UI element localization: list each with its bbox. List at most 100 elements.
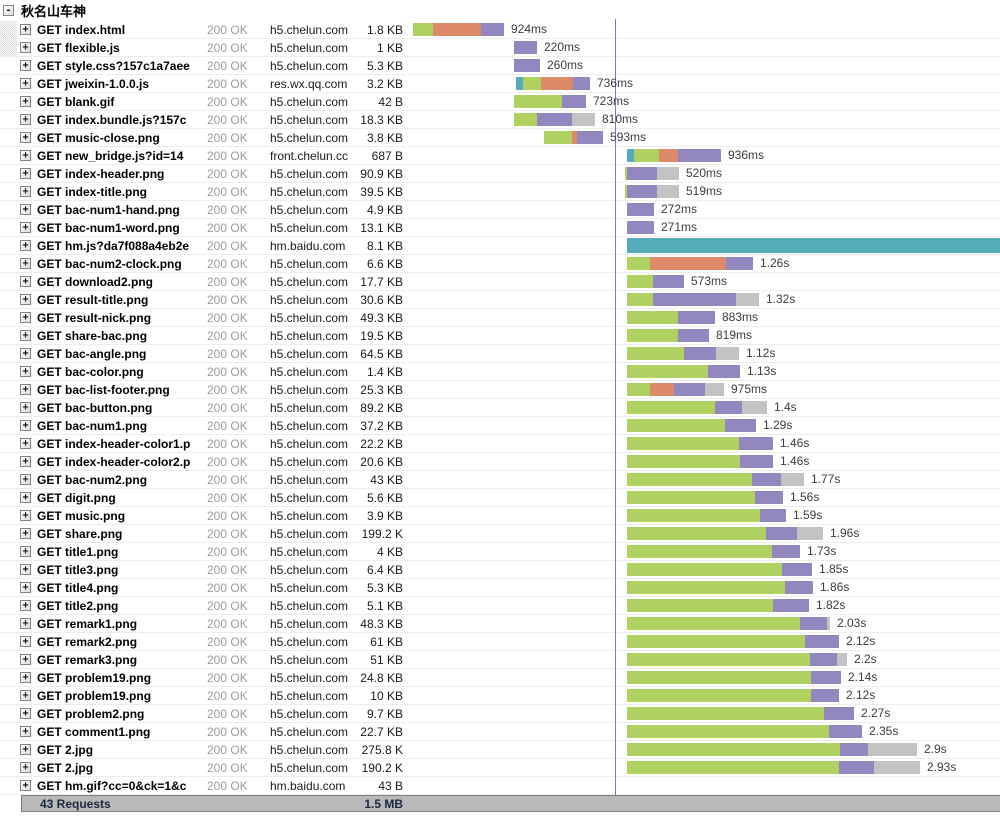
table-row[interactable]: + GET problem19.png 200 OK h5.chelun.com… bbox=[0, 687, 1000, 705]
expand-icon[interactable]: + bbox=[20, 618, 31, 629]
table-row[interactable]: + GET index-title.png 200 OK h5.chelun.c… bbox=[0, 183, 1000, 201]
table-row[interactable]: + GET index-header-color1.p 200 OK h5.ch… bbox=[0, 435, 1000, 453]
waterfall-bar[interactable] bbox=[516, 77, 590, 90]
waterfall-bar[interactable] bbox=[627, 257, 753, 270]
table-row[interactable]: + GET result-title.png 200 OK h5.chelun.… bbox=[0, 291, 1000, 309]
expand-icon[interactable]: + bbox=[20, 672, 31, 683]
table-row[interactable]: + GET download2.png 200 OK h5.chelun.com… bbox=[0, 273, 1000, 291]
table-row[interactable]: + GET digit.png 200 OK h5.chelun.com 5.6… bbox=[0, 489, 1000, 507]
waterfall-bar[interactable] bbox=[627, 383, 724, 396]
table-row[interactable]: + GET style.css?157c1a7aee 200 OK h5.che… bbox=[0, 57, 1000, 75]
waterfall-bar[interactable] bbox=[627, 491, 783, 504]
table-row[interactable]: + GET remark3.png 200 OK h5.chelun.com 5… bbox=[0, 651, 1000, 669]
expand-icon[interactable]: + bbox=[20, 528, 31, 539]
table-row[interactable]: + GET title1.png 200 OK h5.chelun.com 4 … bbox=[0, 543, 1000, 561]
expand-icon[interactable]: + bbox=[20, 222, 31, 233]
waterfall-bar[interactable] bbox=[627, 707, 854, 720]
expand-icon[interactable]: + bbox=[20, 96, 31, 107]
table-row[interactable]: + GET title3.png 200 OK h5.chelun.com 6.… bbox=[0, 561, 1000, 579]
waterfall-bar[interactable] bbox=[627, 509, 786, 522]
table-row[interactable]: + GET index.bundle.js?157c 200 OK h5.che… bbox=[0, 111, 1000, 129]
table-row[interactable]: + GET bac-num1-hand.png 200 OK h5.chelun… bbox=[0, 201, 1000, 219]
expand-icon[interactable]: + bbox=[20, 420, 31, 431]
expand-icon[interactable]: + bbox=[20, 384, 31, 395]
expand-icon[interactable]: + bbox=[20, 330, 31, 341]
waterfall-bar[interactable] bbox=[544, 131, 603, 144]
waterfall-bar[interactable] bbox=[627, 365, 740, 378]
waterfall-bar[interactable] bbox=[627, 725, 862, 738]
waterfall-bar[interactable] bbox=[627, 329, 709, 342]
table-row[interactable]: + GET flexible.js 200 OK h5.chelun.com 1… bbox=[0, 39, 1000, 57]
table-row[interactable]: + GET bac-button.png 200 OK h5.chelun.co… bbox=[0, 399, 1000, 417]
waterfall-bar[interactable] bbox=[627, 311, 715, 324]
waterfall-bar[interactable] bbox=[627, 347, 739, 360]
expand-icon[interactable]: + bbox=[20, 402, 31, 413]
expand-icon[interactable]: + bbox=[20, 132, 31, 143]
expand-icon[interactable]: + bbox=[20, 492, 31, 503]
waterfall-bar[interactable] bbox=[627, 653, 847, 666]
table-row[interactable]: + GET 2.jpg 200 OK h5.chelun.com 190.2 K… bbox=[0, 759, 1000, 777]
table-row[interactable]: + GET share.png 200 OK h5.chelun.com 199… bbox=[0, 525, 1000, 543]
expand-icon[interactable]: + bbox=[20, 474, 31, 485]
expand-icon[interactable]: + bbox=[20, 78, 31, 89]
table-row[interactable]: + GET remark2.png 200 OK h5.chelun.com 6… bbox=[0, 633, 1000, 651]
table-row[interactable]: + GET bac-num2.png 200 OK h5.chelun.com … bbox=[0, 471, 1000, 489]
waterfall-bar[interactable] bbox=[627, 473, 804, 486]
table-row[interactable]: + GET bac-color.png 200 OK h5.chelun.com… bbox=[0, 363, 1000, 381]
table-row[interactable]: + GET jweixin-1.0.0.js 200 OK res.wx.qq.… bbox=[0, 75, 1000, 93]
table-row[interactable]: + GET title2.png 200 OK h5.chelun.com 5.… bbox=[0, 597, 1000, 615]
waterfall-bar[interactable] bbox=[627, 149, 721, 162]
table-row[interactable]: + GET result-nick.png 200 OK h5.chelun.c… bbox=[0, 309, 1000, 327]
table-row[interactable]: + GET title4.png 200 OK h5.chelun.com 5.… bbox=[0, 579, 1000, 597]
waterfall-bar[interactable] bbox=[627, 599, 809, 612]
waterfall-bar[interactable] bbox=[627, 401, 767, 414]
expand-icon[interactable]: + bbox=[20, 690, 31, 701]
waterfall-bar[interactable] bbox=[625, 185, 679, 198]
table-row[interactable]: + GET index-header-color2.p 200 OK h5.ch… bbox=[0, 453, 1000, 471]
expand-icon[interactable]: + bbox=[20, 636, 31, 647]
waterfall-bar[interactable] bbox=[627, 563, 812, 576]
waterfall-bar[interactable] bbox=[514, 41, 537, 54]
waterfall-bar[interactable] bbox=[627, 689, 839, 702]
expand-icon[interactable]: + bbox=[20, 762, 31, 773]
table-row[interactable]: + GET share-bac.png 200 OK h5.chelun.com… bbox=[0, 327, 1000, 345]
expand-icon[interactable]: + bbox=[20, 42, 31, 53]
table-row[interactable]: + GET problem19.png 200 OK h5.chelun.com… bbox=[0, 669, 1000, 687]
expand-icon[interactable]: + bbox=[20, 456, 31, 467]
expand-icon[interactable]: + bbox=[20, 276, 31, 287]
expand-icon[interactable]: + bbox=[20, 564, 31, 575]
expand-icon[interactable]: + bbox=[20, 366, 31, 377]
table-row[interactable]: + GET bac-list-footer.png 200 OK h5.chel… bbox=[0, 381, 1000, 399]
expand-icon[interactable]: + bbox=[20, 654, 31, 665]
expand-icon[interactable]: + bbox=[20, 438, 31, 449]
expand-icon[interactable]: + bbox=[20, 546, 31, 557]
waterfall-bar[interactable] bbox=[627, 221, 654, 234]
table-row[interactable]: + GET music-close.png 200 OK h5.chelun.c… bbox=[0, 129, 1000, 147]
expand-icon[interactable]: + bbox=[20, 312, 31, 323]
waterfall-bar[interactable] bbox=[627, 437, 773, 450]
table-row[interactable]: + GET hm.js?da7f088a4eb2e 200 OK hm.baid… bbox=[0, 237, 1000, 255]
expand-icon[interactable]: + bbox=[20, 114, 31, 125]
waterfall-bar[interactable] bbox=[627, 635, 839, 648]
waterfall-bar[interactable] bbox=[514, 59, 540, 72]
expand-icon[interactable]: + bbox=[20, 294, 31, 305]
table-row[interactable]: + GET blank.gif 200 OK h5.chelun.com 42 … bbox=[0, 93, 1000, 111]
table-row[interactable]: + GET bac-num1-word.png 200 OK h5.chelun… bbox=[0, 219, 1000, 237]
expand-icon[interactable]: + bbox=[20, 708, 31, 719]
expand-icon[interactable]: + bbox=[20, 510, 31, 521]
table-row[interactable]: + GET bac-num2-clock.png 200 OK h5.chelu… bbox=[0, 255, 1000, 273]
collapse-icon[interactable]: - bbox=[3, 5, 14, 16]
waterfall-bar[interactable] bbox=[627, 617, 830, 630]
waterfall-bar[interactable] bbox=[514, 95, 586, 108]
expand-icon[interactable]: + bbox=[20, 186, 31, 197]
waterfall-bar[interactable] bbox=[627, 581, 813, 594]
expand-icon[interactable]: + bbox=[20, 780, 31, 791]
waterfall-bar[interactable] bbox=[627, 671, 841, 684]
table-row[interactable]: + GET bac-num1.png 200 OK h5.chelun.com … bbox=[0, 417, 1000, 435]
expand-icon[interactable]: + bbox=[20, 348, 31, 359]
waterfall-bar[interactable] bbox=[627, 743, 917, 756]
waterfall-bar[interactable] bbox=[514, 113, 595, 126]
expand-icon[interactable]: + bbox=[20, 240, 31, 251]
waterfall-bar[interactable] bbox=[627, 545, 800, 558]
waterfall-bar[interactable] bbox=[627, 761, 920, 774]
